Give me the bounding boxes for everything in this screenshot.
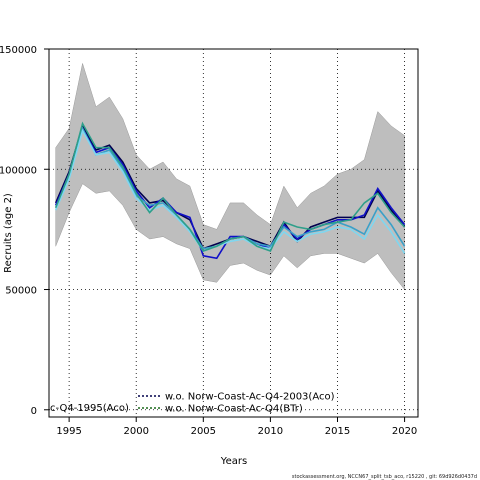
legend-label: w.o. Norw-Coast-Ac-Q4(BTr) (165, 404, 303, 415)
confidence-band (55, 63, 405, 291)
legend-label: w.o. Norw-Coast-Ac-Q4-2003(Aco) (165, 392, 335, 403)
y-tick-label: 0 (31, 406, 37, 417)
y-tick-label: 100000 (0, 165, 37, 176)
x-tick-label: 2005 (191, 426, 216, 437)
legend-fragment-left: c-Q4-1995(Aco) (50, 403, 129, 414)
x-axis: 1995 2000 2005 2010 2015 2020 (56, 417, 417, 437)
x-tick-label: 2010 (258, 426, 283, 437)
series-line-5 (54, 121, 406, 253)
y-axis-title: Recruits (age 2) (3, 193, 14, 273)
plot-frame (48, 48, 419, 418)
x-tick-label: 2015 (325, 426, 350, 437)
y-tick-label: 150000 (0, 45, 37, 56)
y-axis: 0 50000 100000 150000 (0, 45, 49, 417)
x-tick-label: 1995 (56, 426, 81, 437)
series-lines (54, 121, 406, 260)
y-tick-label: 50000 (5, 286, 37, 297)
x-tick-label: 2020 (392, 426, 417, 437)
legend: w.o. Norw-Coast-Ac-Q4-2003(Aco)w.o. Norw… (138, 392, 335, 415)
x-tick-label: 2000 (123, 426, 148, 437)
series-line-4 (54, 128, 406, 254)
x-axis-title: Years (220, 456, 247, 467)
confidence-band-area (55, 63, 405, 291)
footer-text: stockassessment.org, NCCN67_split_tsb_ac… (292, 474, 477, 480)
